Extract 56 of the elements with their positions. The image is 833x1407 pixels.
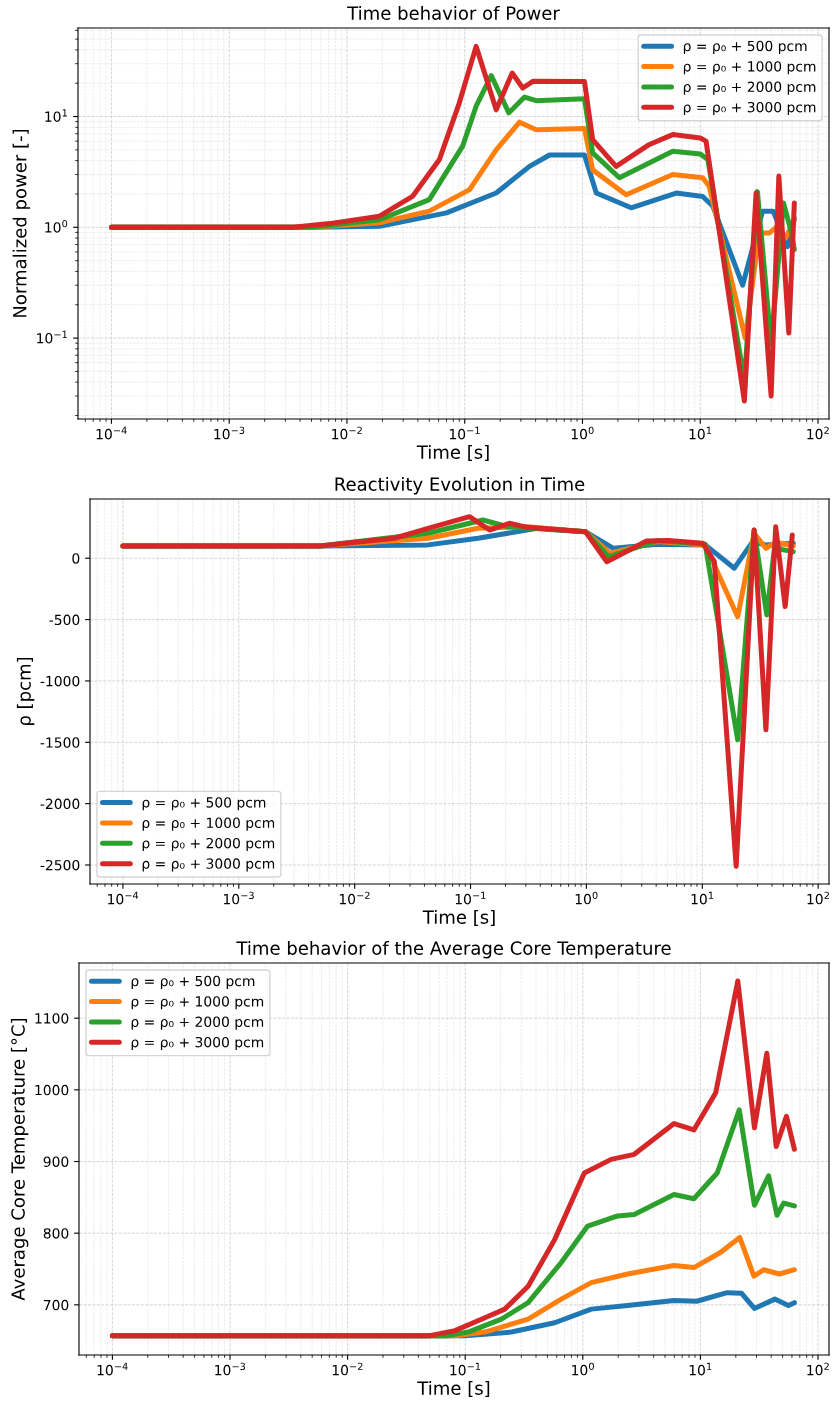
y-axis-title: ρ [pcm] <box>16 657 35 725</box>
legend-label: ρ = ρ₀ + 2000 pcm <box>142 837 275 852</box>
x-tick-label: 10$^{−2}$ <box>332 1362 363 1376</box>
legend-label: ρ = ρ₀ + 1000 pcm <box>131 996 264 1010</box>
y-tick-label: -2000 <box>40 798 80 810</box>
legend-label: ρ = ρ₀ + 500 pcm <box>683 40 807 54</box>
y-tick-label: 1000 <box>35 1084 69 1096</box>
legend-label: ρ = ρ₀ + 3000 pcm <box>142 858 275 872</box>
y-tick-label: -1500 <box>40 737 80 748</box>
y-tick-label: 800 <box>43 1228 69 1239</box>
y-tick-label: 10$^{1}$ <box>45 109 67 122</box>
y-tick-label: -500 <box>49 614 80 626</box>
chart-title: Time behavior of Power <box>347 5 560 20</box>
x-axis-title: Time [s] <box>416 444 489 462</box>
x-tick-label: 10$^{1}$ <box>689 1362 712 1376</box>
y-tick-label: 10$^{−1}$ <box>37 330 67 344</box>
x-tick-label: 10$^{−4}$ <box>108 891 139 905</box>
x-tick-label: 10$^{−3}$ <box>214 426 245 440</box>
x-tick-label: 10$^{1}$ <box>691 891 714 905</box>
legend-label: ρ = ρ₀ + 3000 pcm <box>131 1036 264 1051</box>
x-tick-label: 10$^{0}$ <box>575 891 598 905</box>
chart-title: Reactivity Evolution in Time <box>335 476 585 495</box>
legend-label: ρ = ρ₀ + 2000 pcm <box>683 81 816 95</box>
y-tick-label: 1100 <box>35 1013 69 1024</box>
x-tick-label: 10$^{−1}$ <box>450 1362 481 1376</box>
x-tick-label: 10$^{−1}$ <box>455 891 486 905</box>
x-tick-label: 10$^{−1}$ <box>449 426 480 440</box>
x-axis-title: Time [s] <box>422 909 495 927</box>
y-tick-label: 10$^{0}$ <box>45 219 68 233</box>
y-tick-label: 700 <box>43 1299 69 1311</box>
y-tick-label: -1000 <box>40 675 80 687</box>
y-tick-label: 900 <box>43 1156 69 1167</box>
x-tick-label: 10$^{2}$ <box>807 426 829 440</box>
legend-label: ρ = ρ₀ + 3000 pcm <box>683 101 816 116</box>
x-tick-label: 10$^{−3}$ <box>223 891 254 905</box>
x-tick-label: 10$^{2}$ <box>807 1362 829 1376</box>
y-axis-title: Normalized power [-] <box>12 129 31 317</box>
x-axis-title: Time [s] <box>417 1380 490 1398</box>
legend-label: ρ = ρ₀ + 1000 pcm <box>683 61 816 75</box>
legend-label: ρ = ρ₀ + 500 pcm <box>142 797 266 811</box>
y-axis-title: Average Core Temperature [°C] <box>10 1018 29 1301</box>
x-tick-label: 10$^{1}$ <box>689 426 712 440</box>
x-tick-label: 10$^{0}$ <box>571 426 594 440</box>
legend-label: ρ = ρ₀ + 1000 pcm <box>142 817 275 831</box>
x-tick-label: 10$^{−4}$ <box>97 1362 128 1376</box>
legend-label: ρ = ρ₀ + 500 pcm <box>131 975 255 989</box>
x-tick-label: 10$^{0}$ <box>572 1362 594 1376</box>
x-tick-label: 10$^{−2}$ <box>332 426 362 440</box>
x-tick-label: 10$^{−2}$ <box>339 891 370 905</box>
x-tick-label: 10$^{2}$ <box>807 891 829 905</box>
legend-label: ρ = ρ₀ + 2000 pcm <box>131 1016 264 1030</box>
x-tick-label: 10$^{−3}$ <box>215 1362 246 1376</box>
y-tick-label: 0 <box>72 553 80 564</box>
chart-title: Time behavior of the Average Core Temperature <box>236 940 671 959</box>
y-tick-label: -2500 <box>40 859 80 871</box>
x-tick-label: 10$^{−4}$ <box>96 426 127 440</box>
